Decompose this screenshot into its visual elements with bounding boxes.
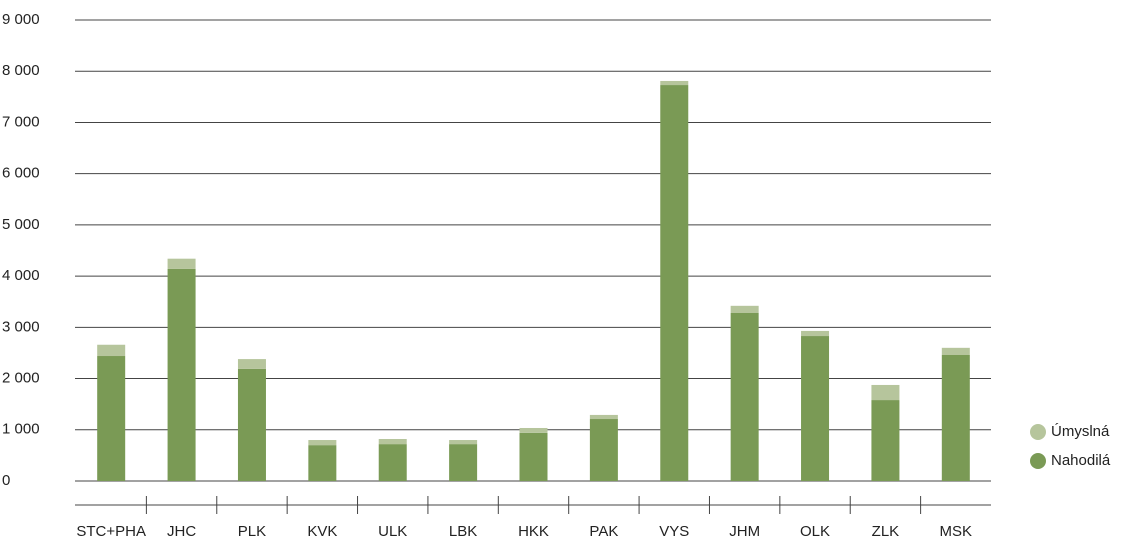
- bar-segment: [97, 344, 126, 357]
- bar-segment: [730, 305, 759, 313]
- bar-segment: [378, 438, 407, 445]
- bar-segment: [801, 330, 830, 337]
- x-tick-label: OLK: [800, 523, 830, 540]
- x-tick-label: HKK: [518, 523, 549, 540]
- bar-segment: [449, 440, 478, 445]
- bar-segment: [941, 347, 970, 355]
- bar-segment: [308, 445, 337, 481]
- x-tick-label: VYS: [659, 523, 689, 540]
- bar-segment: [237, 359, 266, 369]
- x-tick-label: MSK: [940, 523, 973, 540]
- bar-segment: [660, 85, 689, 482]
- bar-segment: [941, 354, 970, 481]
- y-tick-label: 3 000: [2, 318, 40, 335]
- bar-segment: [730, 312, 759, 481]
- legend-label: Nahodilá: [1051, 452, 1111, 469]
- x-tick-label: PAK: [589, 523, 618, 540]
- y-tick-label: 0: [2, 472, 10, 489]
- bar-segment: [167, 258, 196, 269]
- y-tick-label: 1 000: [2, 421, 40, 438]
- bar-segment: [167, 268, 196, 481]
- bar-segment: [589, 419, 618, 481]
- y-tick-label: 8 000: [2, 62, 40, 79]
- bar-segment: [378, 444, 407, 481]
- y-tick-label: 4 000: [2, 267, 40, 284]
- legend-label: Úmyslná: [1051, 423, 1110, 440]
- bar-segment: [519, 432, 548, 481]
- bar-segment: [449, 444, 478, 481]
- bar-segment: [660, 80, 689, 86]
- bar-segment: [801, 336, 830, 481]
- legend-swatch: [1030, 424, 1046, 440]
- x-tick-label: PLK: [238, 523, 266, 540]
- bar-segment: [871, 384, 900, 401]
- x-tick-label: ULK: [378, 523, 407, 540]
- x-tick-label: JHM: [729, 523, 760, 540]
- x-tick-label: ZLK: [872, 523, 900, 540]
- bar-segment: [308, 440, 337, 446]
- x-tick-label: KVK: [307, 523, 337, 540]
- bar-segment: [97, 356, 126, 481]
- bar-segment: [237, 368, 266, 481]
- y-tick-label: 5 000: [2, 216, 40, 233]
- bar-segment: [589, 414, 618, 420]
- y-tick-label: 9 000: [2, 11, 40, 28]
- bar-segment: [871, 400, 900, 481]
- x-tick-label: JHC: [167, 523, 196, 540]
- legend-swatch: [1030, 453, 1046, 469]
- y-tick-label: 2 000: [2, 370, 40, 387]
- bar-segment: [519, 427, 548, 433]
- x-tick-label: LBK: [449, 523, 477, 540]
- y-tick-label: 7 000: [2, 113, 40, 130]
- x-tick-label: STC+PHA: [76, 523, 146, 540]
- y-tick-label: 6 000: [2, 165, 40, 182]
